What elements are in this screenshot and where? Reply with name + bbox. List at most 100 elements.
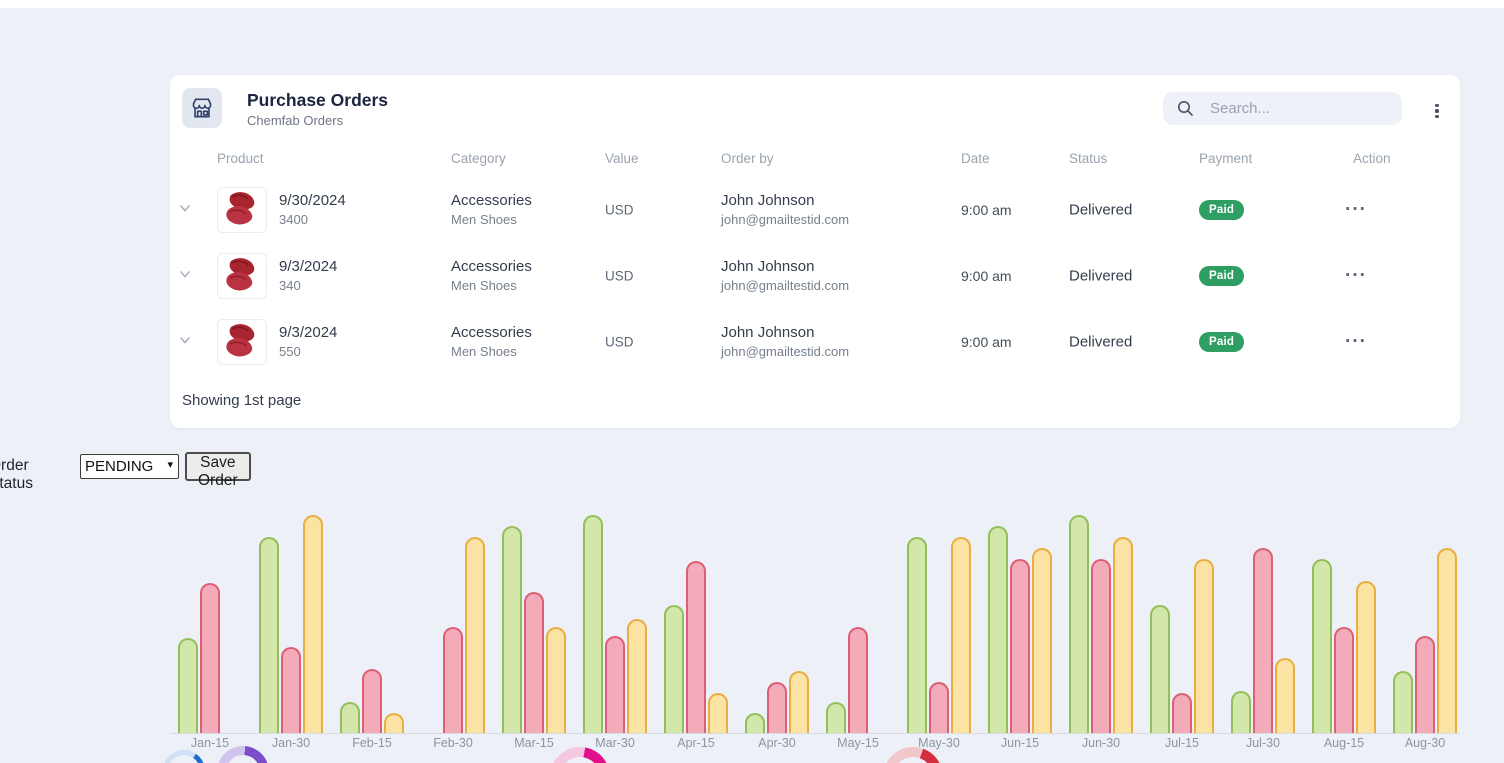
bar-green-jan-30: [259, 537, 279, 733]
customer-email: john@gmailtestid.com: [721, 212, 850, 227]
purchase-orders-card: Purchase Orders Chemfab Orders Product C…: [170, 75, 1460, 428]
status-cell: Delivered: [1069, 201, 1133, 219]
column-header-product: Product: [217, 151, 264, 166]
bar-pink-may-15: [848, 627, 868, 733]
payment-cell: Paid: [1199, 332, 1245, 352]
bar-yellow-jan-30: [303, 515, 323, 733]
row-actions-icon[interactable]: ···: [1345, 265, 1367, 286]
kebab-menu-icon[interactable]: [1430, 101, 1444, 121]
product-qty: 340: [279, 278, 301, 293]
save-order-button[interactable]: Save Order: [185, 452, 251, 489]
x-axis-label: Jul-15: [1164, 736, 1200, 750]
donut-blue: [163, 750, 205, 763]
chevron-down-icon[interactable]: [178, 333, 196, 351]
bar-yellow-feb-30: [465, 537, 485, 733]
bar-pink-mar-15: [524, 592, 544, 733]
customer-email: john@gmailtestid.com: [721, 344, 850, 359]
product-cell: 9/3/2024 340: [279, 257, 337, 295]
x-axis-label: Jun-15: [1000, 736, 1040, 750]
row-actions-icon[interactable]: ···: [1345, 199, 1367, 220]
storefront-icon: [182, 88, 222, 128]
bar-yellow-jun-30: [1113, 537, 1133, 733]
column-header-payment: Payment: [1199, 151, 1253, 166]
product-date: 9/30/2024: [279, 192, 346, 209]
bar-green-may-30: [907, 537, 927, 733]
bar-yellow-aug-30: [1437, 548, 1457, 733]
x-axis-label: Mar-15: [514, 736, 554, 750]
bar-pink-jun-15: [1010, 559, 1030, 733]
bar-yellow-feb-15: [384, 713, 404, 733]
bar-yellow-jul-30: [1275, 658, 1295, 733]
category-name: Accessories: [451, 192, 532, 209]
orderby-cell: John Johnson john@gmailtestid.com: [721, 323, 849, 361]
x-axis-label: Jan-30: [271, 736, 311, 750]
bar-green-jul-15: [1150, 605, 1170, 733]
column-header-date: Date: [961, 151, 990, 166]
search-icon: [1178, 101, 1193, 116]
bar-pink-apr-30: [767, 682, 787, 733]
bar-green-apr-30: [745, 713, 765, 733]
bar-green-jan-15: [178, 638, 198, 733]
order-status-select[interactable]: PENDING: [80, 454, 179, 479]
product-cell: 9/3/2024 550: [279, 323, 337, 361]
bar-yellow-jun-15: [1032, 548, 1052, 733]
bar-green-jul-30: [1231, 691, 1251, 733]
product-image: [217, 253, 267, 299]
table-row: 9/3/2024 550 Accessories Men Shoes USD J…: [170, 309, 1460, 375]
product-date: 9/3/2024: [279, 324, 338, 341]
status-cell: Delivered: [1069, 333, 1133, 351]
x-axis-line: [170, 733, 1460, 734]
date-cell: 9:00 am: [961, 202, 1012, 218]
bar-pink-jun-30: [1091, 559, 1111, 733]
search-box[interactable]: [1163, 92, 1402, 125]
category-name: Accessories: [451, 324, 532, 341]
bar-green-aug-15: [1312, 559, 1332, 733]
paid-badge: Paid: [1199, 332, 1245, 352]
bar-pink-aug-30: [1415, 636, 1435, 733]
x-axis-label: Feb-15: [352, 736, 392, 750]
date-cell: 9:00 am: [961, 334, 1012, 350]
bar-pink-apr-15: [686, 561, 706, 733]
bar-yellow-apr-30: [789, 671, 809, 733]
column-header-value: Value: [605, 151, 639, 166]
x-axis-label: Aug-15: [1323, 736, 1365, 750]
bar-green-feb-15: [340, 702, 360, 733]
bar-yellow-mar-30: [627, 619, 647, 733]
customer-name: John Johnson: [721, 192, 815, 209]
bar-pink-jan-30: [281, 647, 301, 733]
bar-pink-feb-30: [443, 627, 463, 733]
column-header-action: Action: [1353, 151, 1391, 166]
row-actions-icon[interactable]: ···: [1345, 331, 1367, 352]
donut-magenta: [550, 747, 610, 763]
pagination-status: Showing 1st page: [182, 392, 302, 409]
category-name: Accessories: [451, 258, 532, 275]
product-cell: 9/30/2024 3400: [279, 191, 346, 229]
donut-purple: [217, 746, 269, 763]
product-date: 9/3/2024: [279, 258, 338, 275]
category-cell: Accessories Men Shoes: [451, 257, 532, 295]
paid-badge: Paid: [1199, 266, 1245, 286]
bar-green-apr-15: [664, 605, 684, 733]
bar-pink-mar-30: [605, 636, 625, 733]
top-white-strip: [0, 0, 1504, 8]
search-input[interactable]: [1210, 100, 1380, 117]
page-title: Purchase Orders: [247, 90, 389, 110]
paid-badge: Paid: [1199, 200, 1245, 220]
x-axis-label: Feb-30: [433, 736, 473, 750]
chevron-down-icon[interactable]: [178, 201, 196, 219]
bar-pink-feb-15: [362, 669, 382, 733]
bar-yellow-aug-15: [1356, 581, 1376, 733]
bar-green-jun-30: [1069, 515, 1089, 733]
value-cell: USD: [605, 268, 634, 284]
x-axis-label: Apr-30: [758, 736, 796, 750]
bar-pink-jul-15: [1172, 693, 1192, 733]
status-cell: Delivered: [1069, 267, 1133, 285]
donut-red: [883, 747, 943, 763]
chevron-down-icon[interactable]: [178, 267, 196, 285]
subcategory: Men Shoes: [451, 212, 517, 227]
x-axis-label: Apr-15: [677, 736, 715, 750]
table-row: 9/30/2024 3400 Accessories Men Shoes USD…: [170, 177, 1460, 243]
product-image: [217, 319, 267, 365]
customer-name: John Johnson: [721, 258, 815, 275]
payment-cell: Paid: [1199, 266, 1245, 286]
